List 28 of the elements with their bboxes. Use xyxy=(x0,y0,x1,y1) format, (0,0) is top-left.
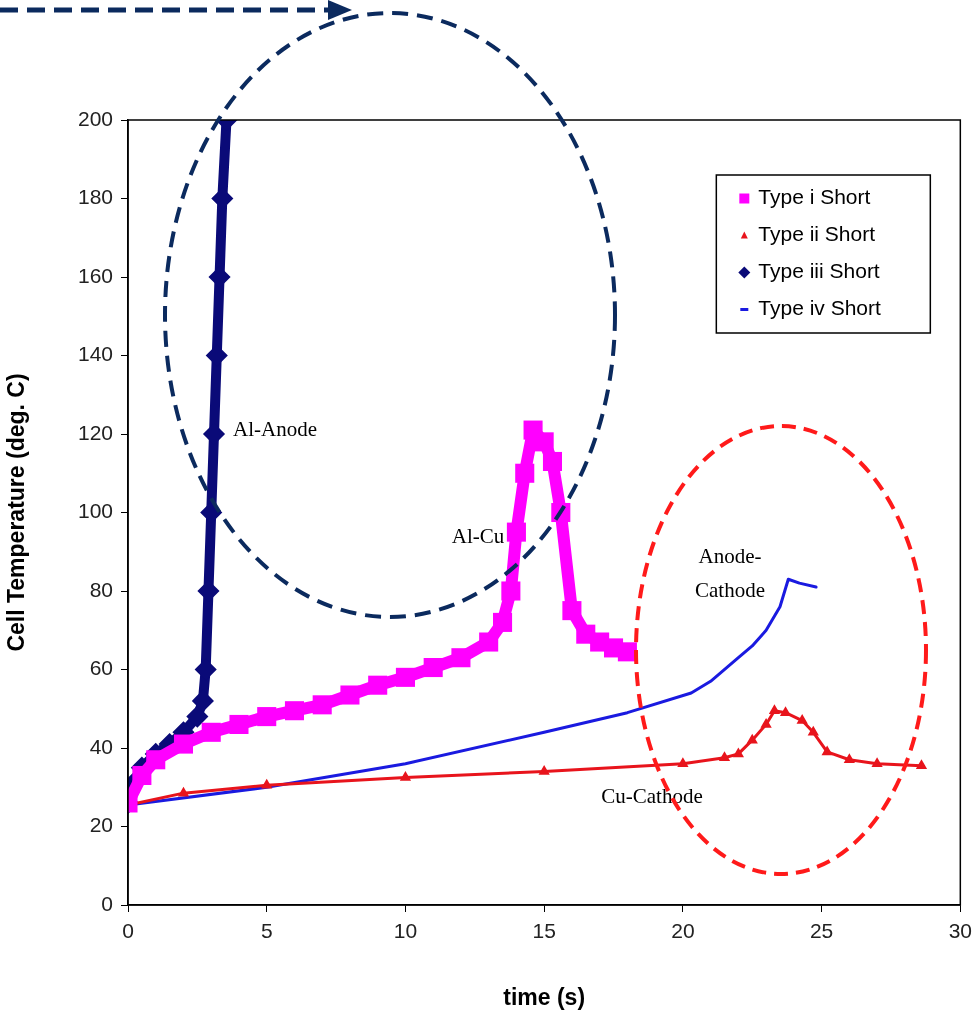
x-tick-label: 5 xyxy=(260,919,273,943)
y-tick-label: 60 xyxy=(89,656,113,680)
legend-label: Type i Short xyxy=(758,185,871,209)
x-tick-label: 0 xyxy=(122,919,134,943)
y-tick-label: 0 xyxy=(101,891,113,915)
legend-label: Type ii Short xyxy=(758,222,876,246)
annotation: Al-Anode xyxy=(233,416,317,441)
y-tick-label: 80 xyxy=(89,577,113,601)
x-tick-label: 15 xyxy=(532,919,556,943)
annotation: Al-Cu xyxy=(451,523,505,548)
legend-label: Type iv Short xyxy=(758,296,882,320)
y-tick-label: 200 xyxy=(77,106,113,130)
x-tick-label: 30 xyxy=(948,919,972,943)
annotation: Cu-Cathode xyxy=(601,783,703,808)
x-tick-label: 25 xyxy=(809,919,834,943)
annotation: Anode- Cathode xyxy=(695,543,765,602)
y-tick-label: 120 xyxy=(77,420,113,444)
y-tick-label: 140 xyxy=(77,342,113,366)
legend-label: Type iii Short xyxy=(758,259,880,283)
y-tick-label: 40 xyxy=(89,734,113,758)
x-tick-label: 10 xyxy=(393,919,418,943)
y-tick-label: 20 xyxy=(89,813,113,837)
y-tick-label: 100 xyxy=(77,499,113,523)
x-axis-title: time (s) xyxy=(503,983,586,1010)
y-tick-label: 180 xyxy=(77,185,113,209)
y-tick-label: 160 xyxy=(77,263,113,287)
y-axis-title: Cell Temperature (deg. C) xyxy=(3,373,30,652)
x-tick-label: 20 xyxy=(671,919,695,943)
